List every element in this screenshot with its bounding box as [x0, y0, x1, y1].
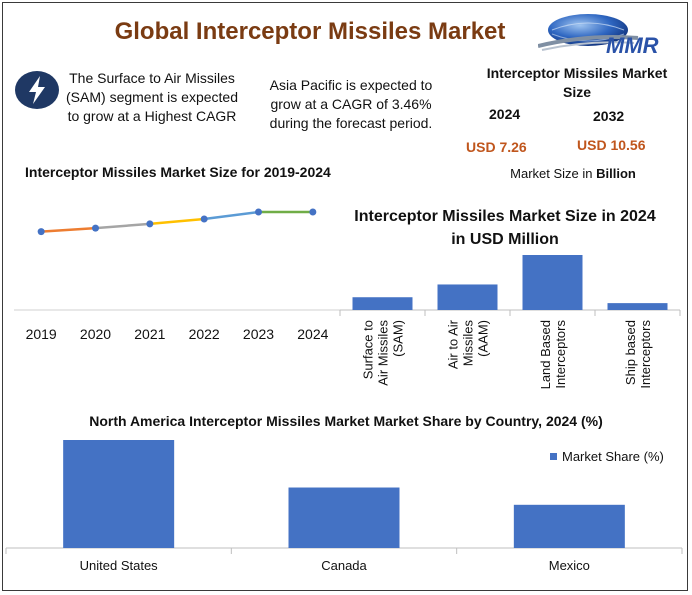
- market-size-title: Interceptor Missiles Market Size: [486, 65, 668, 100]
- country-tick-label: United States: [80, 558, 159, 573]
- year-2024-label: 2024: [489, 106, 521, 122]
- country-tick-label: Canada: [321, 558, 367, 573]
- line-point: [146, 220, 154, 228]
- logo-text: MMR: [606, 33, 659, 58]
- bar: [352, 297, 413, 310]
- line-point: [309, 208, 317, 216]
- line-segment: [41, 226, 96, 233]
- page-title: Global Interceptor Missiles Market: [114, 18, 506, 45]
- sam-highlight-text: The Surface to Air Missiles (SAM) segmen…: [66, 70, 238, 124]
- lightning-icon: [15, 71, 59, 109]
- country-bar: [288, 487, 400, 548]
- country-tick-label: Mexico: [549, 558, 590, 573]
- x-tick-label: 2022: [189, 326, 220, 342]
- line-chart-title: Interceptor Missiles Market Size for 201…: [25, 164, 331, 180]
- x-tick-label: 2024: [297, 326, 328, 342]
- value-2032: USD 10.56: [577, 137, 646, 153]
- country-chart-title: North America Interceptor Missiles Marke…: [89, 413, 603, 429]
- note-prefix: Market Size in: [510, 166, 597, 181]
- line-point: [37, 228, 45, 236]
- note-unit: Billion: [596, 166, 636, 181]
- x-tick-label: 2019: [26, 326, 57, 342]
- category-tick-label: Missiles: [461, 320, 476, 367]
- category-tick-label: Ship based: [623, 320, 638, 385]
- year-2032-label: 2032: [593, 108, 625, 124]
- line-point: [92, 224, 99, 232]
- bar: [607, 303, 668, 310]
- legend-label: Market Share (%): [562, 449, 664, 464]
- category-tick-label: Land Based: [538, 320, 553, 389]
- mmr-logo: MMR: [538, 14, 659, 58]
- category-tick-label: (SAM): [391, 320, 406, 357]
- line-point: [200, 215, 208, 223]
- category-tick-label: Interceptors: [553, 320, 568, 389]
- line-segment: [149, 217, 205, 226]
- category-tick-label: (AAM): [476, 320, 491, 357]
- apac-highlight-text: Asia Pacific is expected to grow at a CA…: [269, 77, 433, 131]
- line-point: [255, 208, 262, 216]
- value-2024: USD 7.26: [466, 139, 527, 155]
- legend-swatch: [550, 453, 557, 460]
- category-tick-label: Interceptors: [638, 320, 653, 389]
- market-size-note: Market Size in Billion: [468, 166, 678, 181]
- category-tick-label: Surface to: [361, 320, 376, 379]
- category-tick-label: Air to Air: [446, 319, 461, 369]
- country-bar: [513, 504, 625, 548]
- line-segment: [204, 210, 259, 221]
- x-tick-label: 2020: [80, 326, 111, 342]
- bar-chart-title: Interceptor Missiles Market Size in 2024…: [354, 208, 656, 248]
- country-bar: [63, 440, 175, 548]
- bar: [522, 255, 583, 310]
- x-tick-label: 2021: [134, 326, 165, 342]
- category-tick-label: Air Missiles: [376, 320, 391, 386]
- bar: [437, 284, 498, 310]
- x-tick-label: 2023: [243, 326, 274, 342]
- line-segment: [95, 222, 150, 230]
